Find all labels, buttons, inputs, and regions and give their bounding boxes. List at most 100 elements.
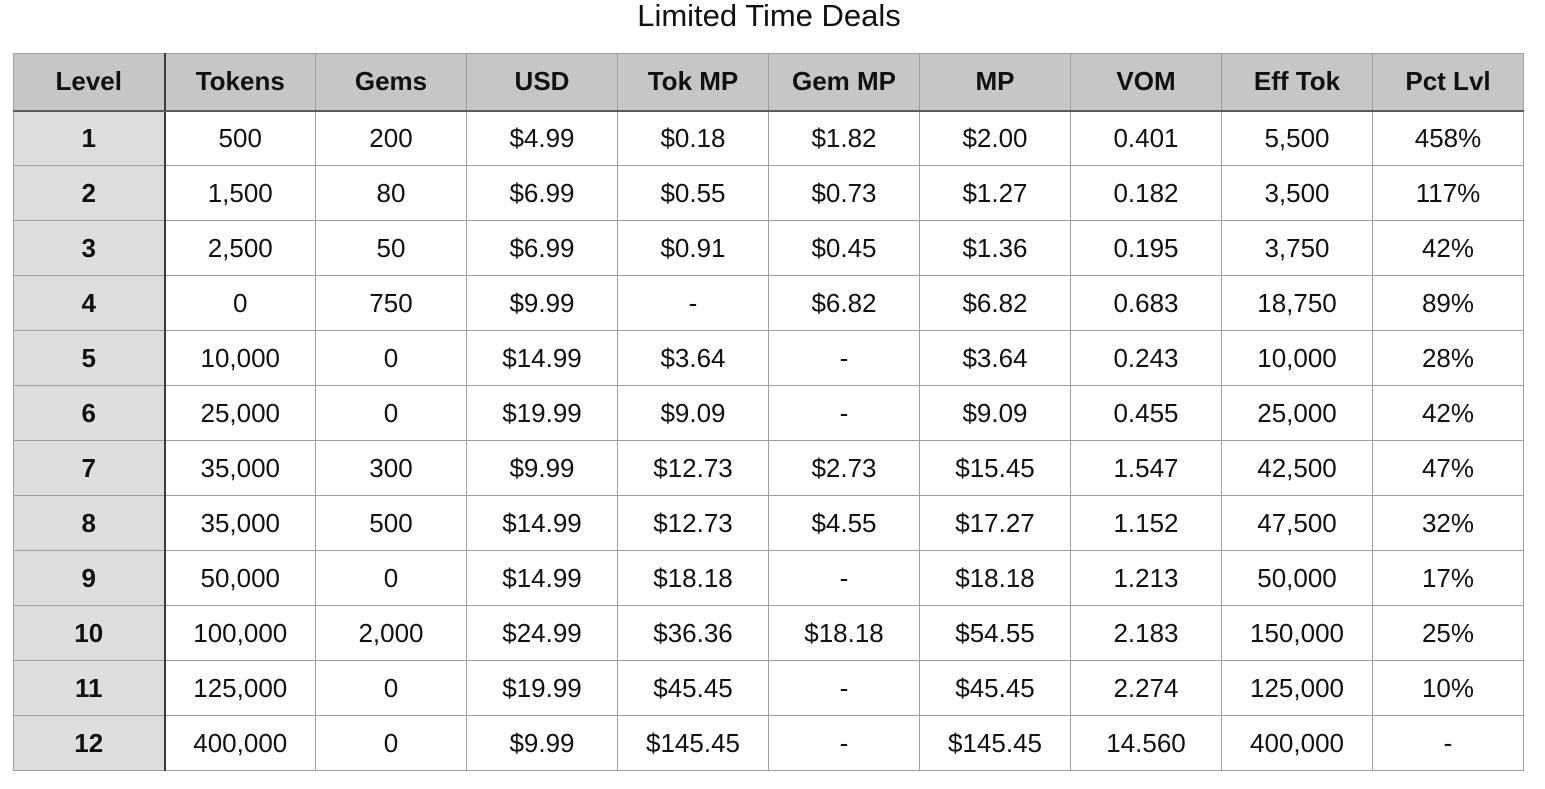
cell-tokens: 125,000	[164, 660, 316, 716]
cell-pct-lvl: 17%	[1372, 550, 1524, 606]
table-row: 8 35,000 500 $14.99 $12.73 $4.55 $17.27 1.152 47…	[13, 495, 1524, 551]
cell-vom: 1.547	[1070, 440, 1222, 496]
cell-tok-mp: $12.73	[617, 495, 769, 551]
table-row: 5 10,000 0 $14.99 $3.64- $3.64 0.243 10,000 28%	[13, 330, 1524, 386]
table-row: 10 100,000 2,000 $24.99 $36.36 $18.18 $54.55 2.…	[13, 605, 1524, 661]
cell-pct-lvl: 458%	[1372, 110, 1524, 166]
page-title: Limited Time Deals	[637, 0, 901, 33]
cell-gem-mp: -	[768, 385, 920, 441]
cell-mp: $2.00	[919, 110, 1071, 166]
cell-usd: $14.99	[466, 550, 618, 606]
cell-tokens: 0	[164, 275, 316, 331]
cell-pct-lvl: 25%	[1372, 605, 1524, 661]
cell-level: 10	[13, 605, 166, 661]
cell-vom: 1.152	[1070, 495, 1222, 551]
table-row: 1 500 200 $4.99 $0.18 $1.82 $2.00 0.401 5,500 458…	[13, 110, 1524, 166]
cell-gem-mp: $4.55	[768, 495, 920, 551]
cell-tokens: 10,000	[164, 330, 316, 386]
cell-mp: $1.36	[919, 220, 1071, 276]
cell-mp: $1.27	[919, 165, 1071, 221]
cell-eff-tok: 3,750	[1221, 220, 1373, 276]
cell-level: 2	[13, 165, 166, 221]
cell-tok-mp: $3.64	[617, 330, 769, 386]
cell-vom: 2.183	[1070, 605, 1222, 661]
column-header-mp: MP	[919, 53, 1071, 112]
cell-usd: $9.99	[466, 275, 618, 331]
cell-level: 12	[13, 715, 166, 771]
cell-eff-tok: 42,500	[1221, 440, 1373, 496]
cell-level: 3	[13, 220, 166, 276]
cell-pct-lvl: 89%	[1372, 275, 1524, 331]
cell-mp: $18.18	[919, 550, 1071, 606]
cell-eff-tok: 18,750	[1221, 275, 1373, 331]
cell-mp: $15.45	[919, 440, 1071, 496]
cell-mp: $54.55	[919, 605, 1071, 661]
cell-mp: $6.82	[919, 275, 1071, 331]
cell-pct-lvl: 28%	[1372, 330, 1524, 386]
cell-gems: 80	[315, 165, 467, 221]
cell-level: 6	[13, 385, 166, 441]
cell-mp: $145.45	[919, 715, 1071, 771]
cell-tok-mp: $0.55	[617, 165, 769, 221]
table-row: 6 25,000 0 $19.99 $9.09- $9.09 0.455 25,000 42%	[13, 385, 1524, 441]
cell-gems: 500	[315, 495, 467, 551]
cell-gem-mp: -	[768, 550, 920, 606]
cell-level: 8	[13, 495, 166, 551]
deals-table: Level Tokens Gems USD Tok MP Gem MP MP VOM Eff T…	[13, 53, 1524, 771]
cell-pct-lvl: 42%	[1372, 220, 1524, 276]
cell-eff-tok: 125,000	[1221, 660, 1373, 716]
column-header-level: Level	[13, 53, 166, 112]
cell-tok-mp: $45.45	[617, 660, 769, 716]
cell-level: 1	[13, 110, 166, 166]
cell-eff-tok: 5,500	[1221, 110, 1373, 166]
cell-level: 9	[13, 550, 166, 606]
cell-eff-tok: 150,000	[1221, 605, 1373, 661]
cell-gem-mp: $1.82	[768, 110, 920, 166]
cell-gem-mp: $0.45	[768, 220, 920, 276]
cell-tok-mp: $145.45	[617, 715, 769, 771]
cell-gem-mp: $18.18	[768, 605, 920, 661]
cell-gems: 2,000	[315, 605, 467, 661]
cell-usd: $9.99	[466, 715, 618, 771]
cell-gem-mp: $6.82	[768, 275, 920, 331]
column-header-gems: Gems	[315, 53, 467, 112]
cell-vom: 1.213	[1070, 550, 1222, 606]
column-header-pct-lvl: Pct Lvl	[1372, 53, 1524, 112]
cell-tokens: 25,000	[164, 385, 316, 441]
cell-pct-lvl: 32%	[1372, 495, 1524, 551]
cell-eff-tok: 50,000	[1221, 550, 1373, 606]
cell-gem-mp: $0.73	[768, 165, 920, 221]
cell-eff-tok: 25,000	[1221, 385, 1373, 441]
cell-gems: 50	[315, 220, 467, 276]
cell-gem-mp: -	[768, 660, 920, 716]
cell-tokens: 400,000	[164, 715, 316, 771]
cell-vom: 0.195	[1070, 220, 1222, 276]
table-header: Level Tokens Gems USD Tok MP Gem MP MP VOM Eff T…	[13, 53, 1524, 112]
table-row: 4 0 750 $9.99- $6.82 $6.82 0.683 18,750 89%	[13, 275, 1524, 331]
cell-usd: $9.99	[466, 440, 618, 496]
cell-tokens: 500	[164, 110, 316, 166]
cell-level: 7	[13, 440, 166, 496]
cell-tokens: 2,500	[164, 220, 316, 276]
cell-pct-lvl: 117%	[1372, 165, 1524, 221]
cell-usd: $19.99	[466, 385, 618, 441]
column-header-usd: USD	[466, 53, 618, 112]
table-row: 2 1,500 80 $6.99 $0.55 $0.73 $1.27 0.182 3,500 11…	[13, 165, 1524, 221]
cell-level: 5	[13, 330, 166, 386]
cell-tokens: 100,000	[164, 605, 316, 661]
table-row: 3 2,500 50 $6.99 $0.91 $0.45 $1.36 0.195 3,750 42…	[13, 220, 1524, 276]
cell-mp: $9.09	[919, 385, 1071, 441]
cell-gem-mp: $2.73	[768, 440, 920, 496]
cell-pct-lvl: -	[1372, 715, 1524, 771]
cell-vom: 0.455	[1070, 385, 1222, 441]
cell-gems: 0	[315, 385, 467, 441]
cell-mp: $3.64	[919, 330, 1071, 386]
table-body: 1 500 200 $4.99 $0.18 $1.82 $2.00 0.401 5,500 458…	[13, 110, 1524, 771]
cell-vom: 0.243	[1070, 330, 1222, 386]
cell-gem-mp: -	[768, 330, 920, 386]
cell-usd: $6.99	[466, 220, 618, 276]
cell-tok-mp: $18.18	[617, 550, 769, 606]
column-header-gem-mp: Gem MP	[768, 53, 920, 112]
cell-usd: $19.99	[466, 660, 618, 716]
cell-vom: 0.401	[1070, 110, 1222, 166]
